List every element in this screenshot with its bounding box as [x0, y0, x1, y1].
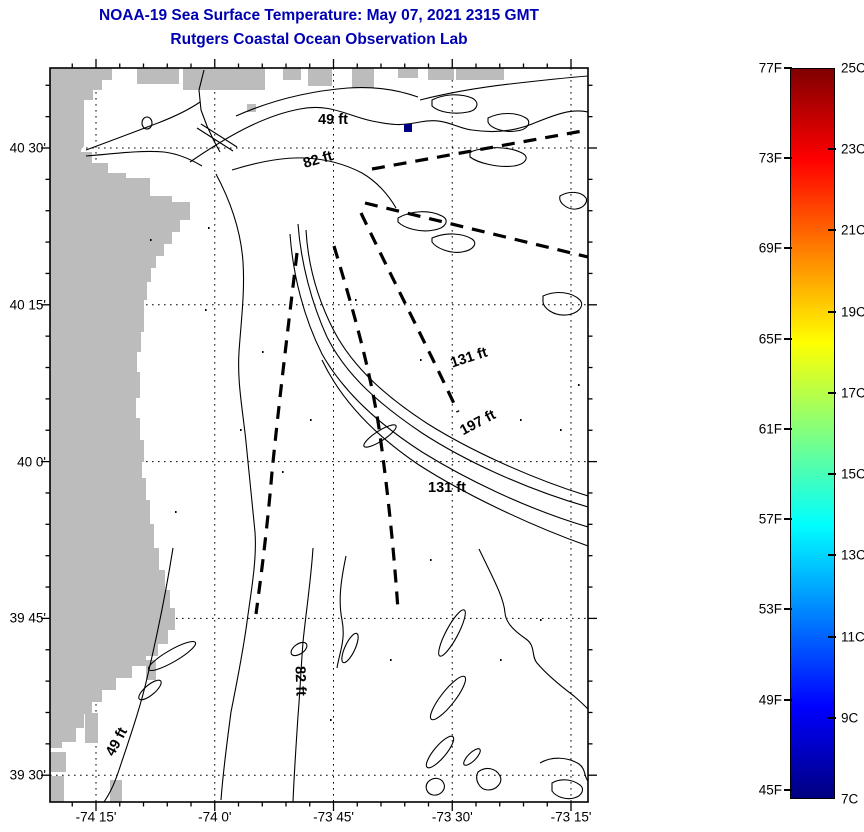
shipping-lane-dashed-lines	[254, 128, 588, 615]
new-jersey-landmass	[50, 68, 190, 748]
title-block: NOAA-19 Sea Surface Temperature: May 07,…	[50, 4, 588, 52]
land-layer	[50, 68, 504, 802]
map-frame	[49, 67, 589, 803]
figure-subtitle: Rutgers Coastal Ocean Observation Lab	[170, 31, 468, 48]
closed-contour-islands	[397, 94, 588, 800]
depth-contour-lines	[85, 69, 588, 802]
figure-title: NOAA-19 Sea Surface Temperature: May 07,…	[99, 7, 539, 24]
speckle-dots	[150, 227, 580, 721]
bathymetry-contour-layer	[85, 69, 588, 802]
long-island-shore-patches	[137, 68, 504, 112]
data-pixel-marker	[404, 124, 412, 132]
contour-lens-shapes	[138, 116, 481, 769]
colorbar	[790, 68, 835, 799]
